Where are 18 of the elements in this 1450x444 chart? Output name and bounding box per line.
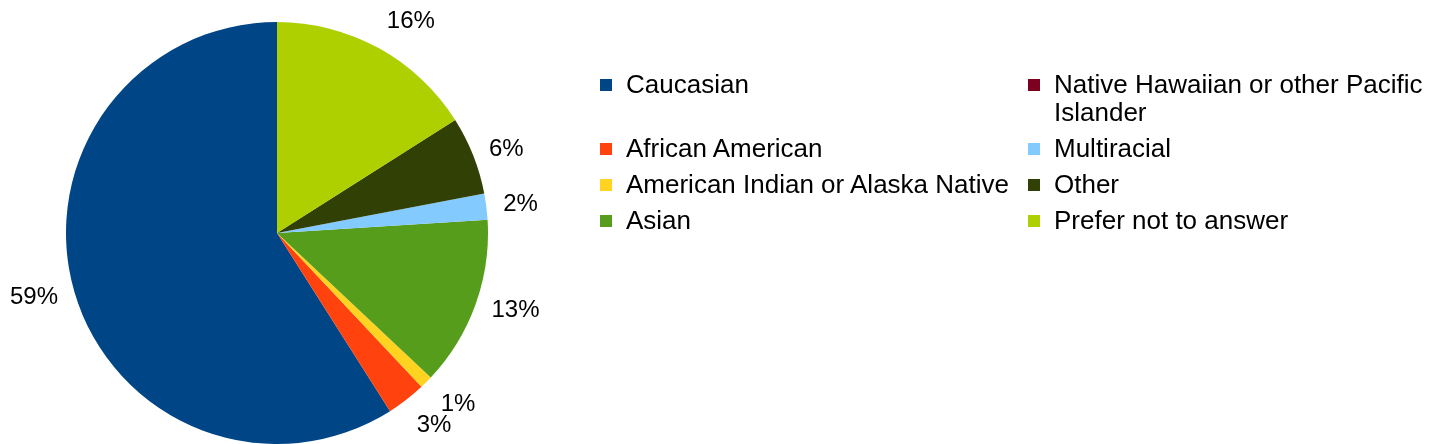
legend-label: Asian [626, 205, 692, 235]
legend-label: Prefer not to answer [1054, 205, 1289, 235]
data-label: 16% [386, 6, 435, 34]
pie-slice [277, 219, 488, 378]
legend-label: Native Hawaiian or other Pacific Islander [1054, 69, 1423, 127]
data-label: 59% [10, 281, 59, 309]
pie-slice [277, 119, 485, 233]
pie-slice [277, 193, 488, 233]
legend-label: Caucasian [626, 69, 749, 99]
pie-slice [277, 233, 431, 387]
data-label: 6% [488, 134, 524, 162]
data-label: 13% [491, 295, 540, 323]
legend-label: Other [1054, 169, 1120, 199]
legend-label: American Indian or Alaska Native [626, 169, 1009, 199]
legend-label: Multiracial [1054, 133, 1172, 163]
pie-slice [277, 233, 422, 412]
legend-label: African American [626, 133, 823, 163]
data-label: 2% [503, 189, 538, 217]
